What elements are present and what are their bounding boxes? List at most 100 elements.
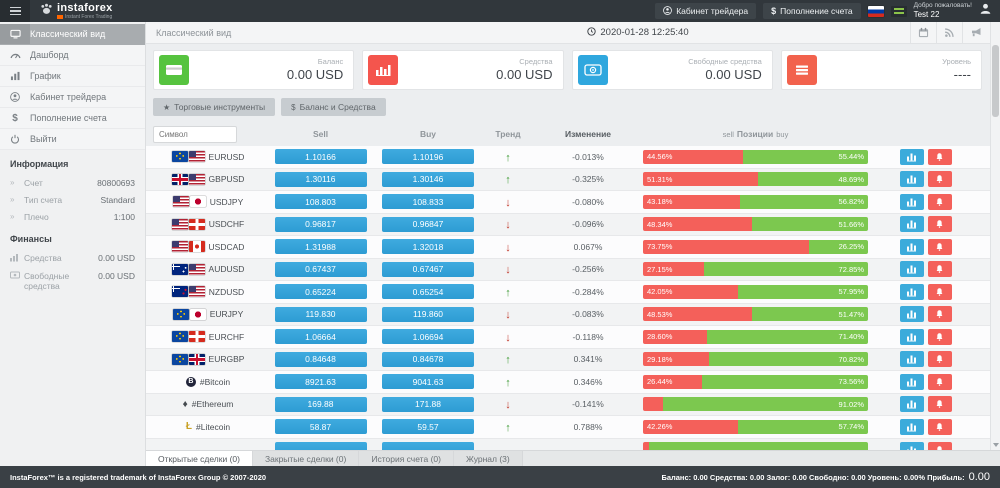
symbol-search-input[interactable] — [153, 126, 237, 143]
buy-price-button[interactable]: 1.06694 — [382, 329, 474, 344]
buy-price-button[interactable]: 0.67467 — [382, 262, 474, 277]
symbol-cell: EURJPY — [153, 309, 263, 320]
open-chart-button[interactable] — [900, 194, 924, 210]
megaphone-icon[interactable] — [962, 22, 988, 44]
alert-bell-button[interactable] — [928, 374, 952, 390]
vertical-scrollbar[interactable] — [990, 22, 1000, 450]
alert-bell-button[interactable] — [928, 194, 952, 210]
positions-sell-segment: 44.56% — [643, 150, 743, 164]
rss-icon[interactable] — [936, 22, 962, 44]
buy-price-button[interactable]: 1.10196 — [382, 149, 474, 164]
alert-bell-button[interactable] — [928, 351, 952, 367]
buy-price-button[interactable]: 1.30146 — [382, 172, 474, 187]
open-chart-button[interactable] — [900, 149, 924, 165]
open-chart-button[interactable] — [900, 171, 924, 187]
buy-price-button[interactable]: 59.57 — [382, 419, 474, 434]
open-chart-button[interactable] — [900, 216, 924, 232]
stat-card: Свободные средства 0.00 USD — [572, 50, 773, 90]
buy-price-button[interactable]: 1.32018 — [382, 239, 474, 254]
open-chart-button[interactable] — [900, 329, 924, 345]
sell-price-button[interactable] — [275, 442, 367, 450]
flag-eu-icon — [172, 354, 188, 365]
alert-bell-button[interactable] — [928, 239, 952, 255]
change-value: -0.284% — [538, 287, 638, 297]
positions-sell-segment: 51.31% — [643, 172, 758, 186]
col-header-change[interactable]: Изменение — [538, 129, 638, 139]
sell-price-button[interactable]: 1.06664 — [275, 329, 367, 344]
sell-price-button[interactable]: 0.67437 — [275, 262, 367, 277]
sell-price-button[interactable]: 8921.63 — [275, 374, 367, 389]
card-label: Баланс — [287, 57, 343, 66]
alert-bell-button[interactable] — [928, 419, 952, 435]
alert-bell-button[interactable] — [928, 149, 952, 165]
col-header-sell[interactable]: Sell — [263, 129, 378, 139]
scroll-down-arrow-icon[interactable] — [993, 443, 999, 447]
trader-cabinet-button[interactable]: Кабинет трейдера — [655, 3, 756, 19]
deposit-button[interactable]: $ Пополнение счета — [763, 3, 860, 19]
alert-bell-button[interactable] — [928, 261, 952, 277]
card-label: Свободные средства — [688, 57, 762, 66]
open-chart-button[interactable] — [900, 396, 924, 412]
sell-price-button[interactable]: 0.84648 — [275, 352, 367, 367]
sidebar-item[interactable]: $Пополнение счета — [0, 108, 145, 129]
quote-row: GBPUSD 1.30116 1.30146 ↑ -0.325% 51.31% … — [146, 169, 1000, 192]
calendar-icon[interactable] — [910, 22, 936, 44]
buy-price-button[interactable]: 0.84678 — [382, 352, 474, 367]
sidebar-item[interactable]: Дашборд — [0, 45, 145, 66]
sidebar-item[interactable]: График — [0, 66, 145, 87]
scrollbar-thumb[interactable] — [992, 45, 999, 117]
hamburger-menu-icon[interactable] — [0, 0, 30, 22]
sidebar-item[interactable]: Кабинет трейдера — [0, 87, 145, 108]
chevron-right-icon: » — [10, 178, 20, 187]
open-chart-button[interactable] — [900, 419, 924, 435]
open-chart-button[interactable] — [900, 442, 924, 450]
avatar-icon[interactable] — [979, 2, 992, 20]
alert-bell-button[interactable] — [928, 329, 952, 345]
open-chart-button[interactable] — [900, 284, 924, 300]
alert-bell-button[interactable] — [928, 442, 952, 450]
col-header-trend[interactable]: Тренд — [478, 129, 538, 139]
sell-price-button[interactable]: 58.87 — [275, 419, 367, 434]
balance-funds-button[interactable]: $ Баланс и Средства — [281, 98, 386, 116]
open-chart-button[interactable] — [900, 351, 924, 367]
alert-bell-button[interactable] — [928, 396, 952, 412]
open-chart-button[interactable] — [900, 239, 924, 255]
open-chart-button[interactable] — [900, 306, 924, 322]
buy-price-button[interactable]: 0.96847 — [382, 217, 474, 232]
buy-price-button[interactable]: 9041.63 — [382, 374, 474, 389]
buy-price-button[interactable]: 0.65254 — [382, 284, 474, 299]
buy-price-button[interactable]: 171.88 — [382, 397, 474, 412]
sidebar-item[interactable]: Выйти — [0, 129, 145, 150]
flag-us-icon — [172, 241, 188, 252]
open-chart-button[interactable] — [900, 261, 924, 277]
russian-flag-icon[interactable] — [868, 6, 884, 17]
sell-price-button[interactable]: 1.31988 — [275, 239, 367, 254]
sell-price-button[interactable]: 0.96817 — [275, 217, 367, 232]
alert-bell-button[interactable] — [928, 216, 952, 232]
sell-price-button[interactable]: 169.88 — [275, 397, 367, 412]
sidebar-info-row: Средства0.00 USD — [0, 249, 145, 267]
tab-item[interactable]: История счета (0) — [359, 451, 454, 466]
trend-up-icon: ↑ — [505, 377, 511, 389]
col-header-buy[interactable]: Buy — [378, 129, 478, 139]
sidebar-item[interactable]: Классический вид — [0, 24, 145, 45]
col-header-positions[interactable]: sellПозицииbuy — [638, 129, 873, 139]
open-chart-button[interactable] — [900, 374, 924, 390]
sell-price-button[interactable]: 108.803 — [275, 194, 367, 209]
sell-price-button[interactable]: 1.10166 — [275, 149, 367, 164]
buy-price-button[interactable]: 119.860 — [382, 307, 474, 322]
trading-instruments-button[interactable]: ★ Торговые инструменты — [153, 98, 275, 116]
alert-bell-button[interactable] — [928, 284, 952, 300]
exchange-icon[interactable] — [891, 6, 907, 17]
tab-item[interactable]: Закрытые сделки (0) — [253, 451, 359, 466]
alert-bell-button[interactable] — [928, 306, 952, 322]
alert-bell-button[interactable] — [928, 171, 952, 187]
buy-price-button[interactable]: 108.833 — [382, 194, 474, 209]
brand-logo[interactable]: instaforex Instant Forex Trading — [40, 2, 113, 20]
tab-item[interactable]: Журнал (3) — [454, 451, 523, 466]
sell-price-button[interactable]: 119.830 — [275, 307, 367, 322]
buy-price-button[interactable] — [382, 442, 474, 450]
tab-active[interactable]: Открытые сделки (0) — [146, 451, 253, 466]
sell-price-button[interactable]: 1.30116 — [275, 172, 367, 187]
sell-price-button[interactable]: 0.65224 — [275, 284, 367, 299]
